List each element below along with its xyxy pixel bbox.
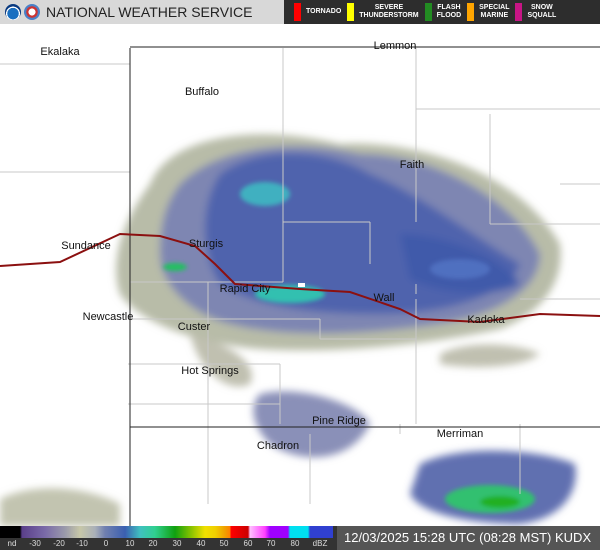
state-lines [129,46,600,526]
city-label: Ekalaka [40,46,80,58]
colorbar-tick: 70 [266,539,276,548]
colorbar-tick: 60 [243,539,253,548]
radar-map[interactable]: Ekalaka Lemmon Buffalo Faith Sundance Sturgis… [0,24,600,526]
noaa-logo [5,4,21,20]
radar-site-marker [298,283,305,287]
header: NATIONAL WEATHER SERVICE TORNADO SEVERE T… [0,0,600,24]
warning-legend: TORNADO SEVERE THUNDERSTORM FLASH FLOOD SPE… [284,0,600,24]
colorbar-tick: 30 [172,539,182,548]
warning-legend-item: SPECIAL MARINE [467,3,509,21]
warning-label: SNOW SQUALL [527,4,557,19]
city-label: Rapid City [219,283,271,295]
colorbar-tick: 50 [219,539,229,548]
warning-swatch [515,3,523,21]
city-label: Newcastle [82,311,134,323]
warning-swatch [424,3,432,21]
warning-label: FLASH FLOOD [436,4,462,19]
city-label: Lemmon [373,40,417,52]
warning-label: SEVERE THUNDERSTORM [359,4,419,19]
warning-swatch [347,3,355,21]
warning-swatch [467,3,475,21]
city-label: Faith [399,159,425,171]
nws-logo [24,4,40,20]
colorbar-tick: 20 [148,539,158,548]
warning-legend-item: SEVERE THUNDERSTORM [347,3,419,21]
colorbar-tick: 40 [196,539,206,548]
city-label: Kadoka [467,314,505,326]
city-label: Chadron [256,440,300,452]
timestamp: 12/03/2025 15:28 UTC (08:28 MST) KUDX [337,526,600,550]
warning-legend-item: TORNADO [294,3,341,21]
city-label: Custer [177,321,211,333]
interstate-highway [0,232,600,324]
colorbar-tick: 80 [290,539,300,548]
warning-label: TORNADO [306,8,342,15]
warning-swatch [294,3,301,21]
warning-legend-item: FLASH FLOOD [424,3,462,21]
colorbar-tick: -10 [76,539,88,548]
city-label: Merriman [436,428,484,440]
county-lines [0,48,600,504]
city-label: Wall [373,292,395,304]
brand: NATIONAL WEATHER SERVICE [0,0,252,24]
city-label: Buffalo [184,86,220,98]
warning-legend-item: SNOW SQUALL [515,3,556,21]
warning-label: SPECIAL MARINE [479,4,510,19]
city-label: Sundance [61,240,111,252]
colorbar-tick: -20 [53,539,65,548]
city-label: Sturgis [188,238,224,250]
colorbar-gradient [0,526,333,538]
colorbar-tick: 10 [125,539,135,548]
city-label: Hot Springs [181,365,239,377]
city-label: Pine Ridge [312,415,366,427]
page-title: NATIONAL WEATHER SERVICE [46,4,253,20]
colorbar-tick: nd [7,539,17,548]
colorbar-tick: 0 [103,539,109,548]
reflectivity-colorbar: nd -30 -20 -10 0 10 20 30 40 50 60 70 80 dBZ [0,526,337,550]
colorbar-tick: -30 [29,539,41,548]
radar-cores [163,182,535,513]
colorbar-tick: dBZ [312,539,328,548]
